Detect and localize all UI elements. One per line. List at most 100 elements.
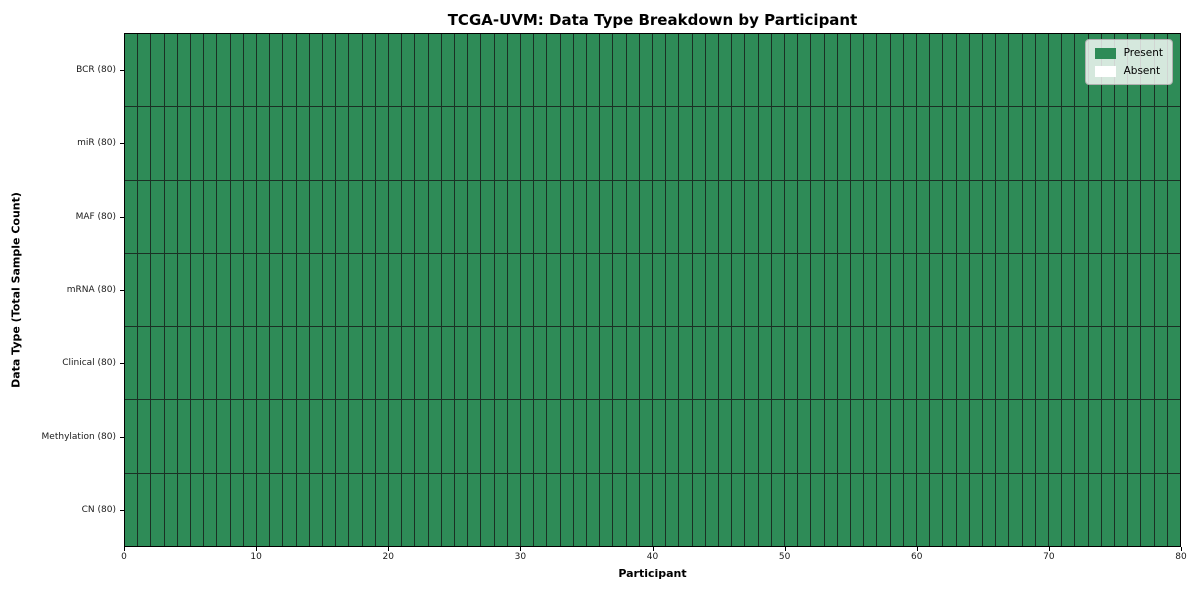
heatmap-cell bbox=[1088, 180, 1101, 253]
heatmap-cell bbox=[388, 400, 402, 473]
heatmap-cell bbox=[520, 400, 534, 473]
x-tick-label: 40 bbox=[646, 552, 659, 562]
heatmap-cell bbox=[824, 253, 837, 327]
y-axis-label: Data Type (Total Sample Count) bbox=[9, 192, 23, 388]
heatmap-cell bbox=[930, 180, 943, 253]
heatmap-cell bbox=[204, 34, 217, 107]
heatmap-cell bbox=[415, 400, 428, 473]
heatmap-cell bbox=[1035, 327, 1048, 400]
heatmap-cell bbox=[679, 473, 692, 546]
heatmap-cell bbox=[1022, 180, 1035, 253]
heatmap-cell bbox=[547, 107, 560, 180]
heatmap-cell bbox=[230, 107, 243, 180]
heatmap-cell bbox=[771, 400, 784, 473]
heatmap-cell bbox=[732, 400, 745, 473]
heatmap-cell bbox=[837, 180, 850, 253]
heatmap-cell bbox=[441, 253, 454, 327]
heatmap-cell bbox=[190, 400, 204, 473]
legend-label: Present bbox=[1123, 47, 1163, 59]
heatmap-cell bbox=[1101, 180, 1114, 253]
heatmap-cell bbox=[877, 400, 890, 473]
heatmap-cell bbox=[190, 180, 204, 253]
heatmap-cell bbox=[798, 327, 811, 400]
heatmap-cell bbox=[745, 34, 758, 107]
heatmap-cell bbox=[1035, 253, 1048, 327]
heatmap-cell bbox=[652, 180, 666, 253]
heatmap-cell bbox=[349, 107, 362, 180]
heatmap-cell bbox=[1088, 400, 1101, 473]
heatmap-grid bbox=[125, 34, 1180, 546]
heatmap-cell bbox=[164, 253, 177, 327]
y-tick-mark bbox=[120, 216, 124, 218]
heatmap-cell bbox=[547, 327, 560, 400]
heatmap-cell bbox=[1075, 107, 1088, 180]
heatmap-cell bbox=[468, 180, 481, 253]
heatmap-cell bbox=[270, 253, 283, 327]
heatmap-cell bbox=[415, 327, 428, 400]
heatmap-cell bbox=[296, 253, 309, 327]
heatmap-cell bbox=[415, 180, 428, 253]
heatmap-cell bbox=[322, 34, 336, 107]
heatmap-cell bbox=[151, 253, 164, 327]
heatmap-cell bbox=[824, 107, 837, 180]
heatmap-cell bbox=[296, 34, 309, 107]
heatmap-cell bbox=[666, 253, 679, 327]
heatmap-cell bbox=[534, 400, 547, 473]
heatmap-cell bbox=[877, 327, 890, 400]
heatmap-cell bbox=[1141, 253, 1154, 327]
heatmap-cell bbox=[217, 107, 230, 180]
heatmap-cell bbox=[837, 107, 850, 180]
heatmap-cell bbox=[692, 327, 705, 400]
heatmap-cell bbox=[309, 327, 322, 400]
heatmap-cell bbox=[230, 327, 243, 400]
heatmap-cell bbox=[507, 34, 520, 107]
heatmap-cell bbox=[903, 253, 916, 327]
heatmap-cell bbox=[1009, 400, 1022, 473]
heatmap-cell bbox=[1035, 107, 1048, 180]
heatmap-cell bbox=[125, 253, 138, 327]
heatmap-cell bbox=[877, 107, 890, 180]
heatmap-cell bbox=[507, 327, 520, 400]
heatmap-cell bbox=[534, 107, 547, 180]
heatmap-cell bbox=[837, 253, 850, 327]
heatmap-cell bbox=[547, 180, 560, 253]
heatmap-cell bbox=[454, 473, 468, 546]
heatmap-cell bbox=[125, 400, 138, 473]
heatmap-cell bbox=[1062, 34, 1075, 107]
heatmap-cell bbox=[600, 400, 613, 473]
heatmap-cell bbox=[969, 34, 982, 107]
heatmap-cell bbox=[151, 400, 164, 473]
heatmap-cell bbox=[666, 107, 679, 180]
heatmap-cell bbox=[468, 107, 481, 180]
heatmap-cell bbox=[1075, 473, 1088, 546]
heatmap-cell bbox=[956, 473, 969, 546]
heatmap-cell bbox=[877, 34, 890, 107]
heatmap-cell bbox=[1128, 400, 1141, 473]
heatmap-cell bbox=[903, 180, 916, 253]
heatmap-cell bbox=[798, 473, 811, 546]
heatmap-cell bbox=[309, 473, 322, 546]
heatmap-cell bbox=[784, 400, 798, 473]
heatmap-cell bbox=[692, 253, 705, 327]
heatmap-cell bbox=[402, 473, 415, 546]
y-tick-mark bbox=[120, 510, 124, 512]
heatmap-cell bbox=[586, 400, 600, 473]
heatmap-cell bbox=[732, 253, 745, 327]
heatmap-cell bbox=[1114, 473, 1128, 546]
heatmap-cell bbox=[639, 107, 652, 180]
heatmap-cell bbox=[864, 107, 877, 180]
heatmap-cell bbox=[1048, 253, 1062, 327]
heatmap-cell bbox=[890, 253, 903, 327]
x-tick-mark bbox=[652, 547, 654, 551]
heatmap-cell bbox=[402, 34, 415, 107]
heatmap-cell bbox=[811, 400, 824, 473]
heatmap-cell bbox=[890, 327, 903, 400]
heatmap-cell bbox=[560, 400, 573, 473]
heatmap-cell bbox=[375, 327, 388, 400]
heatmap-cell bbox=[204, 253, 217, 327]
heatmap-cell bbox=[1088, 253, 1101, 327]
heatmap-cell bbox=[877, 180, 890, 253]
heatmap-cell bbox=[982, 473, 996, 546]
heatmap-cell bbox=[890, 34, 903, 107]
heatmap-cell bbox=[1154, 180, 1167, 253]
